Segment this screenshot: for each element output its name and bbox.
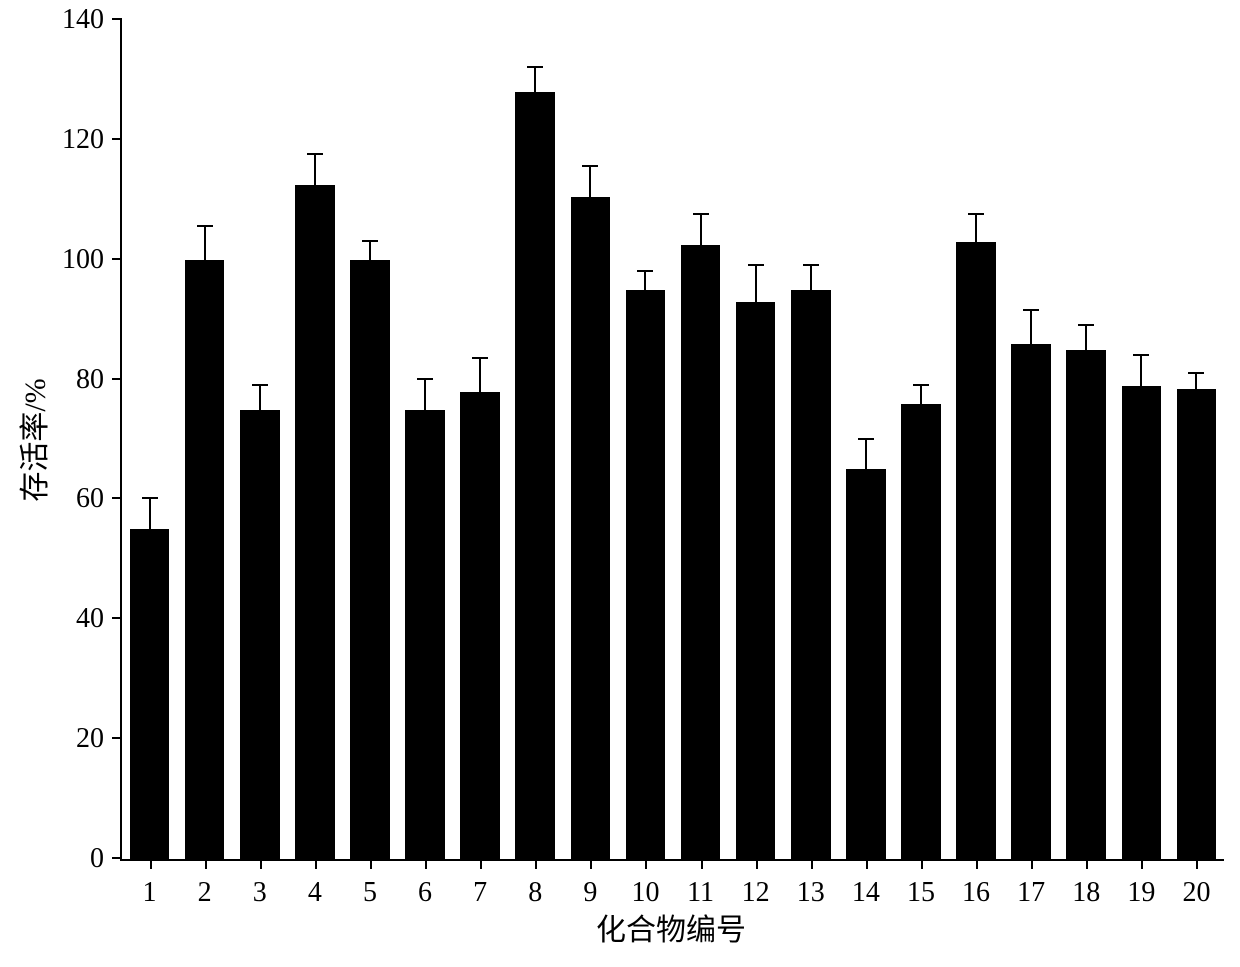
plot-area: 0204060801001201401234567891011121314151…	[120, 20, 1224, 861]
y-tick-label: 140	[62, 4, 122, 36]
y-tick-mark	[112, 378, 122, 380]
x-tick-label: 18	[1072, 859, 1100, 909]
y-tick-label: 120	[62, 124, 122, 156]
error-bar	[913, 386, 929, 404]
bar	[185, 260, 225, 859]
x-tick-label: 7	[473, 859, 487, 909]
bar	[1122, 386, 1162, 859]
y-tick-mark	[112, 258, 122, 260]
x-tick-label: 2	[198, 859, 212, 909]
error-bar	[362, 242, 378, 260]
error-bar	[1188, 374, 1204, 389]
y-tick-label: 100	[62, 244, 122, 276]
error-bar	[142, 499, 158, 529]
y-axis-label: 存活率/%	[10, 378, 54, 501]
error-bar	[1133, 356, 1149, 386]
error-bar	[1078, 326, 1094, 350]
bar	[1066, 350, 1106, 859]
x-tick-label: 12	[742, 859, 770, 909]
error-bar	[527, 68, 543, 92]
bar	[681, 245, 721, 859]
x-tick-label: 8	[528, 859, 542, 909]
y-tick-label: 80	[76, 364, 122, 396]
y-tick-label: 60	[76, 483, 122, 515]
x-tick-label: 17	[1017, 859, 1045, 909]
error-bar	[637, 272, 653, 290]
error-bar	[748, 266, 764, 302]
chart-container: 存活率/% 化合物编号 0204060801001201401234567891…	[0, 0, 1240, 967]
x-tick-label: 3	[253, 859, 267, 909]
x-tick-label: 20	[1182, 859, 1210, 909]
bar	[1011, 344, 1051, 859]
error-bar	[858, 440, 874, 470]
y-tick-mark	[112, 18, 122, 20]
x-tick-label: 14	[852, 859, 880, 909]
bar	[736, 302, 776, 859]
bar	[460, 392, 500, 859]
error-bar	[968, 215, 984, 242]
x-tick-label: 4	[308, 859, 322, 909]
error-bar	[693, 215, 709, 245]
bar	[571, 197, 611, 859]
bar	[626, 290, 666, 859]
error-bar	[197, 227, 213, 260]
error-bar	[1023, 311, 1039, 344]
error-bar	[803, 266, 819, 290]
x-axis-label: 化合物编号	[596, 905, 746, 949]
y-tick-label: 40	[76, 603, 122, 635]
x-tick-label: 5	[363, 859, 377, 909]
bar	[295, 185, 335, 859]
x-tick-label: 15	[907, 859, 935, 909]
y-tick-mark	[112, 138, 122, 140]
y-tick-mark	[112, 617, 122, 619]
y-tick-label: 20	[76, 723, 122, 755]
error-bar	[472, 359, 488, 392]
bar	[350, 260, 390, 859]
bar	[791, 290, 831, 859]
error-bar	[307, 155, 323, 185]
y-tick-mark	[112, 737, 122, 739]
x-tick-label: 1	[143, 859, 157, 909]
bar	[515, 92, 555, 859]
y-tick-mark	[112, 857, 122, 859]
error-bar	[582, 167, 598, 197]
x-tick-label: 19	[1127, 859, 1155, 909]
bar	[901, 404, 941, 859]
error-bar	[417, 380, 433, 410]
bar	[130, 529, 170, 859]
bar	[405, 410, 445, 859]
y-tick-label: 0	[90, 843, 122, 875]
x-tick-label: 16	[962, 859, 990, 909]
x-tick-label: 11	[687, 859, 714, 909]
error-bar	[252, 386, 268, 410]
x-tick-label: 6	[418, 859, 432, 909]
x-tick-label: 9	[583, 859, 597, 909]
x-tick-label: 13	[797, 859, 825, 909]
y-tick-mark	[112, 497, 122, 499]
bar	[846, 469, 886, 859]
bar	[240, 410, 280, 859]
bar	[1177, 389, 1217, 859]
x-tick-label: 10	[631, 859, 659, 909]
bar	[956, 242, 996, 859]
